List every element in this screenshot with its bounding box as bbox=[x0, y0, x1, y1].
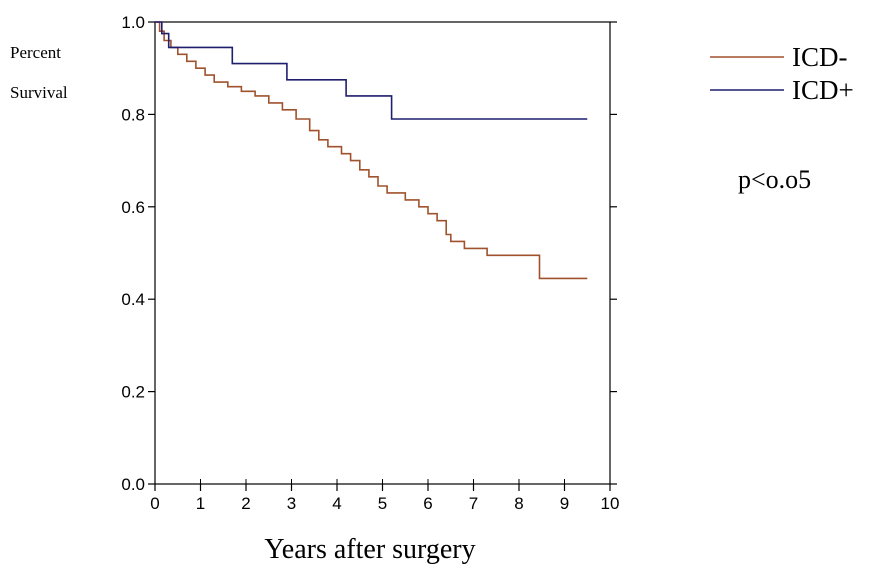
y-tick-label: 0.8 bbox=[121, 105, 145, 124]
y-tick-label: 0.6 bbox=[121, 198, 145, 217]
x-tick-label: 1 bbox=[196, 494, 205, 513]
legend-label: ICD- bbox=[792, 42, 848, 72]
annotation-pvalue: p<o.o5 bbox=[738, 165, 811, 194]
x-axis-label: Years after surgery bbox=[264, 534, 475, 564]
y-tick-label: 0.4 bbox=[121, 290, 145, 309]
legend-label: ICD+ bbox=[792, 75, 854, 105]
y-axis-label-line-2: Survival bbox=[10, 83, 68, 102]
y-tick-label: 0.2 bbox=[121, 383, 145, 402]
y-tick-label: 1.0 bbox=[121, 13, 145, 32]
series-line-icd-plus bbox=[155, 21, 588, 120]
x-tick-label: 4 bbox=[332, 494, 341, 513]
x-tick-label: 8 bbox=[514, 494, 523, 513]
y-tick-label: 0.0 bbox=[121, 475, 145, 494]
x-tick-label: 10 bbox=[601, 494, 620, 513]
tick-marks bbox=[148, 21, 617, 491]
x-tick-label: 7 bbox=[469, 494, 478, 513]
series-line-icd-minus bbox=[155, 21, 588, 280]
y-axis-label-line-1: Percent bbox=[10, 43, 61, 62]
x-tick-label: 6 bbox=[423, 494, 432, 513]
x-tick-label: 9 bbox=[560, 494, 569, 513]
legend: ICD-ICD+ bbox=[710, 42, 854, 105]
x-tick-label: 0 bbox=[150, 494, 159, 513]
x-tick-labels: 0 1 2 3 4 5 6 7 8 9 10 bbox=[150, 494, 619, 513]
series-lines bbox=[155, 21, 588, 280]
x-tick-label: 3 bbox=[287, 494, 296, 513]
x-tick-label: 2 bbox=[241, 494, 250, 513]
axes-group bbox=[154, 21, 611, 485]
y-tick-labels: 0.0 0.2 0.4 0.6 0.8 1.0 bbox=[121, 13, 145, 494]
plot-frame bbox=[154, 21, 611, 485]
x-tick-label: 5 bbox=[378, 494, 387, 513]
